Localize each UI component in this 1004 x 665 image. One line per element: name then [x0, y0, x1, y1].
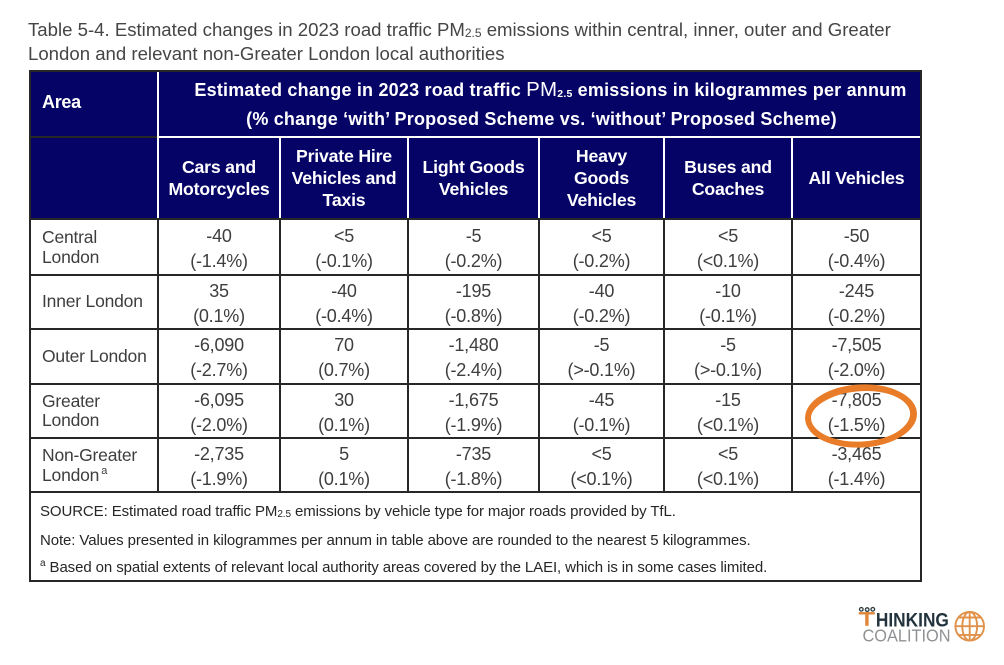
svg-text:COALITION: COALITION — [863, 625, 951, 645]
svg-text:HINKING: HINKING — [876, 609, 949, 631]
